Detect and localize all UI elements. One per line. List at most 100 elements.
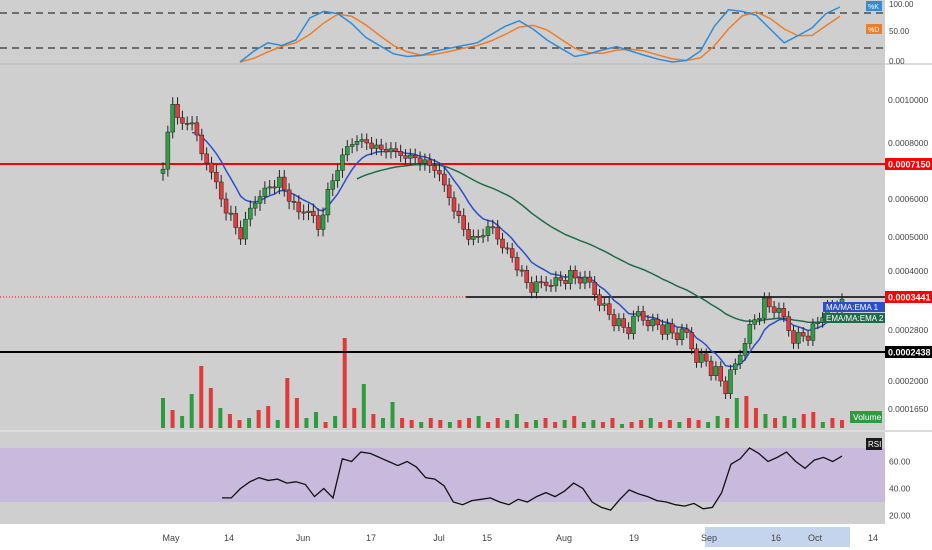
candle [495, 226, 500, 240]
candle [485, 226, 491, 236]
volume-bar [342, 338, 347, 428]
candle [655, 318, 660, 326]
time-tick-label: Jun [296, 533, 311, 543]
volume-bar [763, 414, 768, 428]
candle [568, 270, 573, 284]
candle [640, 311, 646, 321]
candle [165, 131, 171, 170]
candle [442, 173, 447, 186]
candle [684, 328, 690, 333]
price-tick-label: 0.0006000 [888, 194, 928, 204]
candle [170, 104, 175, 133]
candle [543, 281, 549, 286]
price-tick-label: 0.0005000 [888, 232, 928, 242]
time-tick-label: 14 [224, 533, 234, 543]
candle [446, 184, 452, 199]
time-tick-label: 15 [482, 533, 492, 543]
candle [340, 154, 345, 171]
volume-bar [409, 420, 414, 428]
candle [223, 198, 229, 214]
volume-bar [428, 418, 433, 428]
candle [699, 353, 704, 363]
candle [582, 276, 588, 284]
price-level-value: 0.0007150 [888, 160, 931, 170]
price-tick-label: 0.0002000 [888, 376, 928, 386]
candle [185, 122, 190, 125]
candle [243, 218, 248, 240]
volume-bar [543, 418, 548, 428]
candle [335, 170, 340, 181]
candle [534, 281, 539, 293]
time-tick-label: 19 [629, 533, 639, 543]
candle [670, 323, 675, 334]
candle [563, 280, 568, 284]
candle [786, 316, 791, 331]
volume-bar [677, 422, 682, 428]
volume-bar [524, 422, 529, 428]
price-level-tag [885, 158, 932, 170]
candle [427, 159, 432, 166]
candle [810, 323, 816, 341]
stoch-k-tag [866, 1, 882, 11]
volume-bar [620, 424, 625, 428]
candle [306, 210, 311, 213]
candle [708, 360, 714, 376]
candle [248, 207, 253, 220]
volume-bar [266, 406, 271, 428]
candle [679, 328, 685, 340]
volume-bar [639, 420, 644, 428]
price-tick-label: 0.0001650 [888, 404, 928, 414]
volume-bar [380, 418, 385, 428]
candle [379, 144, 384, 150]
candle [602, 303, 607, 306]
candle [548, 285, 554, 287]
price-level-value: 0.0003441 [888, 293, 931, 303]
candle [509, 248, 515, 258]
candle [713, 366, 719, 376]
candle [815, 322, 820, 325]
candle [752, 319, 757, 325]
volume-bar [505, 420, 510, 428]
candle [558, 277, 563, 281]
candle [480, 235, 486, 238]
rsi-tick-label: 40.00 [889, 484, 911, 494]
candle [218, 181, 224, 200]
price-pane-bg [0, 64, 885, 430]
volume-bar [247, 418, 252, 428]
volume-bar [830, 418, 835, 428]
time-tick-label: 16 [771, 533, 781, 543]
candle [757, 317, 762, 320]
rsi-tick-label: 60.00 [889, 457, 911, 467]
rsi-tick-label: 20.00 [889, 511, 911, 521]
candle [742, 343, 748, 356]
stoch-pane-bg [0, 0, 885, 64]
candle [728, 369, 733, 395]
stoch-tick-label: 50.00 [889, 27, 910, 36]
volume-bar [304, 418, 309, 428]
volume-bar [447, 422, 452, 428]
candle [636, 311, 641, 317]
price-tick-label: 0.0010000 [888, 95, 928, 105]
candle [723, 380, 728, 395]
stoch-tick-label: 0.00 [889, 57, 905, 66]
candle [767, 297, 772, 308]
candle [718, 366, 723, 382]
candle [374, 144, 379, 149]
candle [597, 294, 602, 306]
candle [737, 354, 743, 365]
volume-bar [323, 422, 328, 428]
candle [199, 134, 205, 155]
stoch-k-line [239, 6, 841, 63]
time-tick-label: 17 [366, 533, 376, 543]
volume-bar [562, 420, 567, 428]
volume-bar [610, 418, 615, 428]
candle [214, 171, 219, 183]
volume-bar [792, 418, 797, 428]
candle [228, 212, 234, 215]
price-tick-label: 0.0002800 [888, 325, 928, 335]
candle [650, 318, 656, 327]
price-tick-label: 0.0008000 [888, 138, 928, 148]
volume-bar [744, 396, 749, 428]
candle [466, 229, 471, 240]
candle [645, 319, 651, 327]
